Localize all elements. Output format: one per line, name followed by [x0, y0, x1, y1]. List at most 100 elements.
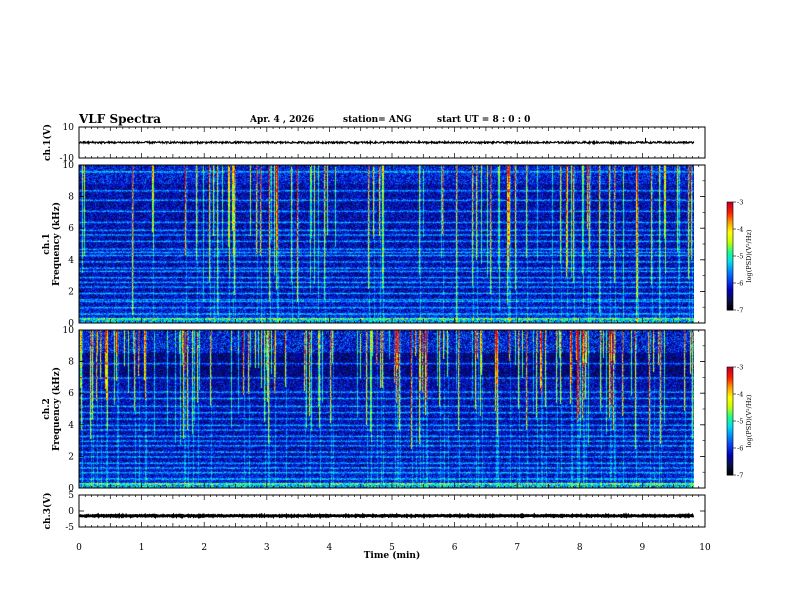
colorbar-swatch — [727, 370, 733, 373]
colorbar-swatch — [727, 230, 733, 234]
y-tick-label: 0 — [68, 507, 74, 517]
colorbar-swatch — [727, 283, 733, 286]
colorbar-swatch — [727, 460, 733, 463]
colorbar-swatch — [727, 218, 733, 221]
colorbar-swatch — [727, 433, 733, 436]
colorbar-swatch — [727, 388, 733, 391]
colorbar-swatch — [727, 216, 733, 219]
colorbar-swatch — [727, 290, 733, 293]
colorbar-swatch — [727, 379, 733, 382]
colorbar-swatch — [727, 462, 733, 465]
colorbar-swatch — [727, 257, 733, 261]
colorbar-swatch — [727, 250, 733, 253]
colorbar-label: log(PSD)(V²/Hz) — [745, 394, 753, 447]
colorbar-swatch — [727, 308, 733, 311]
colorbar-swatch — [727, 385, 733, 388]
colorbar-tick-label: -5 — [737, 418, 743, 426]
x-tick-label: 10 — [699, 543, 711, 553]
colorbar-swatch — [727, 274, 733, 277]
colorbar-swatch — [727, 386, 733, 390]
colorbar-swatch — [727, 272, 733, 275]
x-tick-label: 8 — [577, 543, 583, 553]
colorbar-swatch — [727, 277, 733, 280]
colorbar-swatch — [727, 243, 733, 246]
colorbar-tick-label: -3 — [737, 364, 743, 372]
colorbar-swatch — [727, 248, 733, 252]
colorbar-swatch — [727, 408, 733, 411]
colorbar-swatch — [727, 467, 733, 471]
colorbar-swatch — [727, 431, 733, 435]
y-tick-label: 8 — [68, 193, 74, 203]
colorbar-swatch — [727, 437, 733, 440]
colorbar-swatch — [727, 225, 733, 228]
colorbar-swatch — [727, 383, 733, 386]
colorbar-ch1: -3 -4 -5 -6 -7 log(PSD)(V²/Hz) — [726, 199, 753, 315]
colorbar-swatch — [727, 458, 733, 462]
colorbar-swatch — [727, 284, 733, 288]
colorbar-swatch — [727, 449, 733, 453]
y-tick-label: 6 — [68, 224, 74, 234]
colorbar-swatch — [727, 419, 733, 422]
colorbar-swatch — [727, 229, 733, 232]
x-tick-label: 1 — [139, 543, 145, 553]
colorbar-swatch — [727, 457, 733, 460]
x-tick-label: 3 — [264, 543, 270, 553]
colorbar-swatch — [727, 234, 733, 237]
colorbar-swatch — [727, 295, 733, 298]
colorbar-swatch — [727, 466, 733, 469]
colorbar-swatch — [727, 413, 733, 417]
colorbar-swatch — [727, 410, 733, 413]
y-tick-label: 6 — [68, 389, 74, 399]
colorbar-swatch — [727, 442, 733, 445]
colorbar-tick-label: -6 — [737, 280, 743, 288]
y-tick-label: 5 — [68, 491, 74, 501]
header-date: Apr. 4 , 2026 — [250, 115, 315, 125]
colorbar-swatch — [727, 367, 733, 370]
colorbar-swatch — [727, 279, 733, 282]
colorbar-swatch — [727, 241, 733, 244]
ch3-waveform-line — [78, 512, 695, 520]
colorbar-swatch — [727, 220, 733, 223]
colorbar-swatch — [727, 406, 733, 409]
spectrogram-image — [79, 165, 694, 323]
colorbar-swatch — [727, 207, 733, 210]
y-tick-label: 4 — [68, 421, 74, 431]
y-axis-label: ch.3(V) — [42, 493, 53, 530]
y-axis-label-channel: ch.2 — [42, 398, 52, 419]
colorbar-swatch — [727, 212, 733, 216]
colorbar-swatch — [727, 440, 733, 444]
colorbar-swatch — [727, 368, 733, 372]
colorbar-swatch — [727, 374, 733, 377]
colorbar-swatch — [727, 377, 733, 381]
colorbar-swatch — [727, 256, 733, 259]
y-tick-label: 10 — [63, 123, 75, 133]
colorbar-swatch — [727, 214, 733, 217]
colorbar-swatch — [727, 245, 733, 248]
colorbar-swatch — [727, 428, 733, 431]
colorbar-swatch — [727, 464, 733, 467]
colorbar-swatch — [727, 424, 733, 427]
colorbar-swatch — [727, 417, 733, 420]
colorbar-swatch — [727, 397, 733, 400]
x-tick-label: 6 — [452, 543, 458, 553]
colorbar-swatch — [727, 430, 733, 433]
colorbar-swatch — [727, 453, 733, 456]
colorbar-swatch — [727, 435, 733, 438]
x-tick-label: 5 — [389, 543, 395, 553]
colorbar-swatch — [727, 254, 733, 257]
header-station: station= ANG — [343, 115, 412, 125]
colorbar-swatch — [727, 239, 733, 243]
colorbar-swatch — [727, 401, 733, 404]
x-axis-label: Time (min) — [364, 550, 421, 561]
colorbar-swatch — [727, 292, 733, 295]
colorbar-swatch — [727, 444, 733, 447]
colorbar-swatch — [727, 299, 733, 302]
colorbar-tick-label: -5 — [737, 253, 743, 261]
colorbar-swatch — [727, 304, 733, 307]
x-tick-label: 2 — [201, 543, 207, 553]
colorbar-swatch — [727, 209, 733, 212]
colorbar-swatch — [727, 469, 733, 472]
x-tick-label: 9 — [640, 543, 646, 553]
colorbar-swatch — [727, 268, 733, 271]
colorbar-swatch — [727, 473, 733, 476]
